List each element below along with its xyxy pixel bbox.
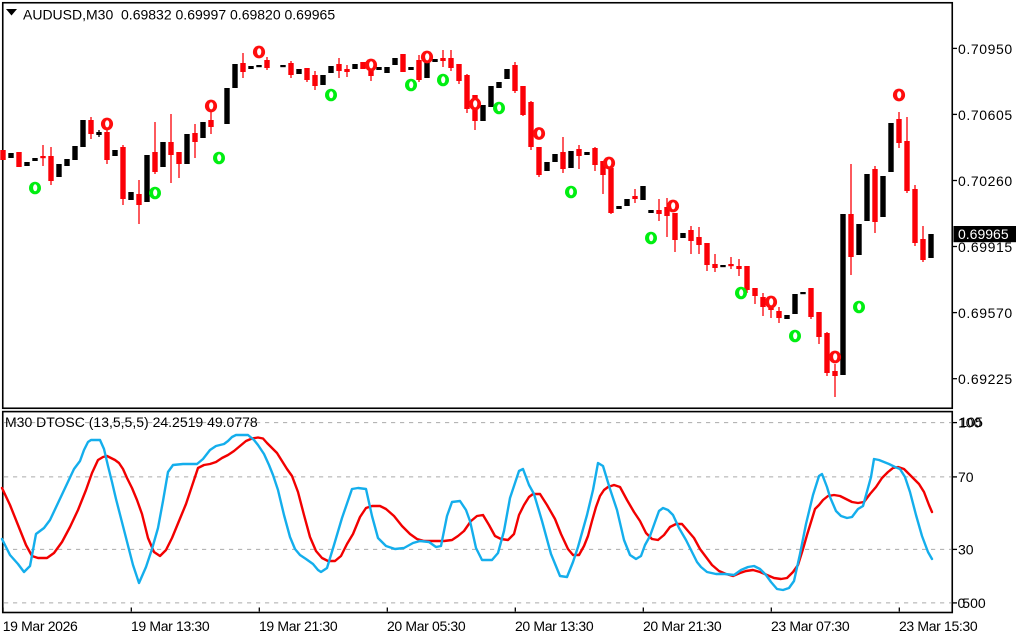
svg-text:500: 500 bbox=[962, 595, 986, 611]
svg-text:0.69225: 0.69225 bbox=[958, 371, 1013, 387]
svg-text:105: 105 bbox=[960, 414, 984, 430]
svg-text:20 Mar 21:30: 20 Mar 21:30 bbox=[643, 618, 722, 634]
svg-text:30: 30 bbox=[958, 541, 974, 557]
svg-text:20 Mar 13:30: 20 Mar 13:30 bbox=[515, 618, 594, 634]
svg-text:AUDUSD,M30 0.69832 0.69997 0.: AUDUSD,M30 0.69832 0.69997 0.69820 0.699… bbox=[23, 7, 335, 23]
svg-text:0.69915: 0.69915 bbox=[958, 239, 1013, 255]
svg-text:0.70260: 0.70260 bbox=[958, 173, 1013, 189]
svg-text:0.69570: 0.69570 bbox=[958, 305, 1013, 321]
svg-text:23 Mar 07:30: 23 Mar 07:30 bbox=[771, 618, 850, 634]
svg-text:19 Mar 21:30: 19 Mar 21:30 bbox=[259, 618, 338, 634]
svg-text:0.69965: 0.69965 bbox=[958, 226, 1009, 242]
svg-text:23 Mar 15:30: 23 Mar 15:30 bbox=[899, 618, 978, 634]
svg-text:20 Mar 05:30: 20 Mar 05:30 bbox=[387, 618, 466, 634]
svg-text:19 Mar 2026: 19 Mar 2026 bbox=[3, 618, 78, 634]
svg-text:0.70605: 0.70605 bbox=[958, 107, 1013, 123]
svg-text:M30 DTOSC (13,5,5,5) 24.2519 4: M30 DTOSC (13,5,5,5) 24.2519 49.0778 bbox=[5, 414, 258, 430]
svg-text:0.70950: 0.70950 bbox=[958, 41, 1013, 57]
svg-text:0: 0 bbox=[958, 595, 966, 611]
svg-text:100: 100 bbox=[958, 415, 982, 431]
svg-text:70: 70 bbox=[958, 469, 974, 485]
svg-text:19 Mar 13:30: 19 Mar 13:30 bbox=[131, 618, 210, 634]
